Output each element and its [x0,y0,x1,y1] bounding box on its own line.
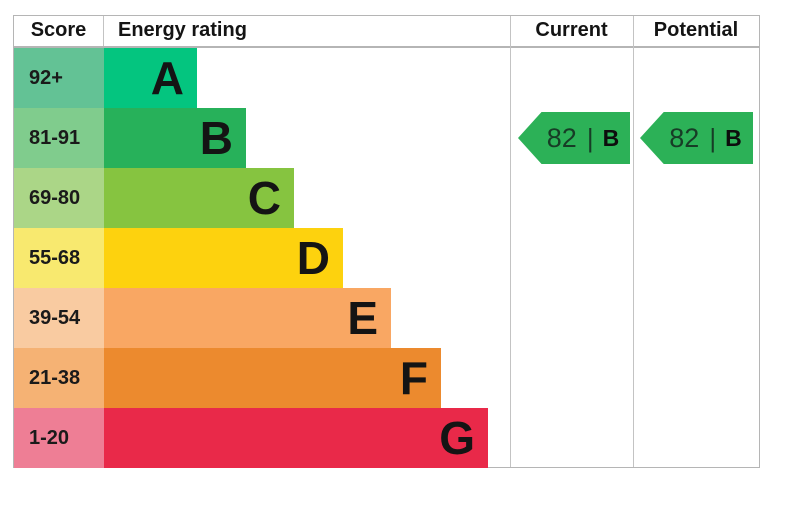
potential-score-value: 82 [669,122,700,153]
score-range: 55-68 [14,228,104,288]
rating-table: Score Energy rating Current Potential 92… [13,15,760,468]
rating-bar: G [104,408,488,468]
rating-bar: D [104,228,343,288]
current-band-letter: B [602,124,620,151]
badge-divider: | [586,122,594,153]
score-range: 21-38 [14,348,104,408]
table-header: Score Energy rating Current Potential [14,16,759,48]
rating-row: 21-38 F [14,348,759,408]
current-column-divider [510,16,511,467]
band-letter: A [150,52,184,104]
header-current: Current [535,19,608,41]
band-letter: F [399,352,428,404]
score-range: 39-54 [14,288,104,348]
score-range: 81-91 [14,108,104,168]
header-energy-rating: Energy rating [118,19,247,41]
rating-row: 92+ A [14,48,759,108]
current-rating-badge: 82 | B [518,112,630,164]
rating-row: 55-68 D [14,228,759,288]
potential-band-letter: B [725,124,742,151]
band-letter: E [347,292,378,344]
rating-bar: C [104,168,294,228]
potential-rating-badge: 82 | B [640,112,753,164]
current-score-value: 82 [546,122,577,153]
rating-bar: B [104,108,246,168]
header-potential: Potential [653,19,739,41]
rating-bar: E [104,288,391,348]
rating-row: 1-20 G [14,408,759,468]
header-score: Score [14,16,104,46]
potential-column-divider [633,16,634,467]
rating-row: 81-91 B [14,108,759,168]
band-letter: C [247,172,281,224]
score-range: 1-20 [14,408,104,468]
rating-bar: A [104,48,197,108]
score-range: 92+ [14,48,104,108]
badge-divider: | [709,122,717,153]
rating-bar: F [104,348,441,408]
band-letter: D [296,232,330,284]
rating-rows: 92+ A 81-91 B 69-80 C 55-68 D 39-54 E 21… [14,48,759,468]
rating-row: 39-54 E [14,288,759,348]
score-range: 69-80 [14,168,104,228]
band-letter: B [199,112,233,164]
rating-row: 69-80 C [14,168,759,228]
band-letter: G [439,412,475,464]
